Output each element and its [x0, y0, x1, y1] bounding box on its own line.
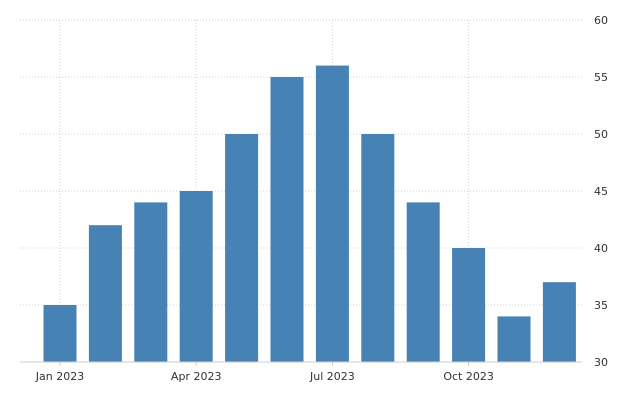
x-tick-label: Jan 2023 — [35, 370, 84, 383]
y-tick-label: 40 — [594, 242, 608, 255]
x-axis-ticks: Jan 2023 Apr 2023 Jul 2023 Oct 2023 — [35, 362, 494, 383]
y-tick-label: 45 — [594, 185, 608, 198]
bar-2023-07 — [315, 65, 349, 362]
bar-2023-01 — [43, 305, 77, 362]
bar-2023-04 — [179, 191, 213, 362]
y-tick-label: 50 — [594, 128, 608, 141]
bar-2023-06 — [270, 77, 304, 362]
y-tick-label: 30 — [594, 356, 608, 369]
y-tick-label: 60 — [594, 14, 608, 27]
y-axis-ticks: 30 35 40 45 50 55 60 — [594, 14, 608, 369]
x-tick-label: Oct 2023 — [443, 370, 494, 383]
bar-2023-08 — [361, 134, 395, 362]
bar-2023-12 — [542, 282, 576, 362]
x-tick-label: Apr 2023 — [171, 370, 222, 383]
bar-2023-05 — [225, 134, 259, 362]
bar-2023-11 — [497, 316, 531, 362]
bar-2023-09 — [406, 202, 440, 362]
bar-2023-02 — [88, 225, 122, 362]
x-tick-label: Jul 2023 — [309, 370, 355, 383]
y-tick-label: 55 — [594, 71, 608, 84]
y-tick-label: 35 — [594, 299, 608, 312]
bar-series — [43, 65, 576, 362]
bar-2023-10 — [452, 248, 486, 362]
bar-2023-03 — [134, 202, 168, 362]
